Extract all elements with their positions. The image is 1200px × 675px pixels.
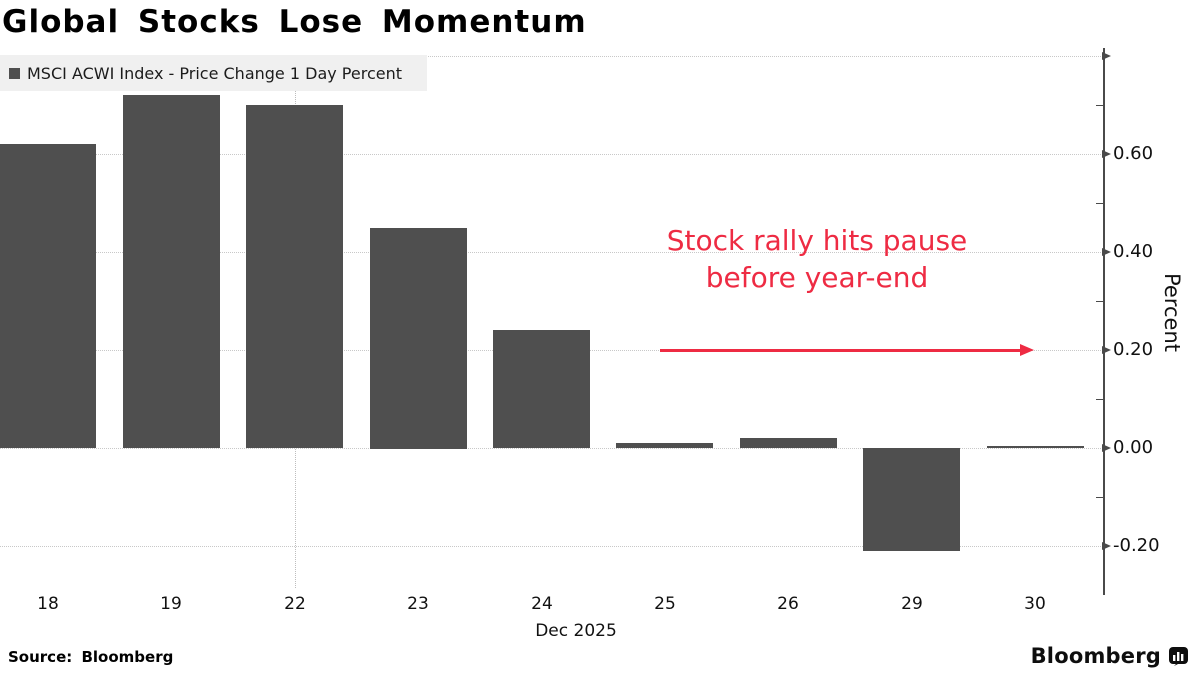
gridline: [0, 448, 1103, 449]
bar: [493, 330, 590, 448]
y-tick-label: 0.60: [1113, 143, 1154, 164]
annotation-line-1: Stock rally hits pause: [666, 224, 968, 257]
legend: MSCI ACWI Index - Price Change 1 Day Per…: [0, 55, 427, 91]
y-axis-minor-tick: [1096, 301, 1103, 302]
y-axis-minor-tick: [1096, 497, 1103, 498]
y-axis-major-tick: [1102, 150, 1111, 158]
gridline: [0, 56, 1103, 57]
x-tick-label: 26: [777, 594, 799, 614]
x-tick-label: 29: [901, 594, 923, 614]
y-tick-label: 0.20: [1113, 339, 1154, 360]
bar: [246, 105, 343, 448]
y-axis-major-tick: [1102, 52, 1111, 60]
y-axis-title: Percent: [1160, 273, 1184, 353]
bar: [987, 446, 1084, 448]
annotation-arrow-icon: [660, 344, 1034, 357]
source-credit: Source: Bloomberg: [8, 648, 174, 666]
y-axis-major-tick: [1102, 248, 1111, 256]
y-axis-minor-tick: [1096, 105, 1103, 106]
y-axis-minor-tick: [1096, 399, 1103, 400]
arrow-head: [1020, 344, 1034, 356]
y-tick-label: 0.40: [1113, 241, 1154, 262]
legend-swatch-icon: [9, 67, 20, 79]
x-axis-period-label: Dec 2025: [535, 621, 617, 641]
y-axis-major-tick: [1102, 542, 1111, 550]
x-tick-label: 18: [37, 594, 59, 614]
bar: [123, 95, 220, 448]
annotation-line-2: before year-end: [705, 261, 929, 294]
y-axis-minor-tick: [1096, 203, 1103, 204]
legend-label: MSCI ACWI Index - Price Change 1 Day Per…: [27, 63, 402, 83]
y-axis-line: [1103, 48, 1105, 595]
chart-title: Global Stocks Lose Momentum: [2, 4, 587, 40]
arrow-shaft: [660, 349, 1022, 352]
bloomberg-wordmark: Bloomberg: [1030, 644, 1161, 668]
x-tick-label: 19: [160, 594, 182, 614]
bar: [863, 448, 960, 551]
bar: [740, 438, 837, 448]
bloomberg-terminal-icon: [1169, 646, 1188, 666]
y-axis-major-tick: [1102, 444, 1111, 452]
bar: [0, 144, 96, 448]
gridline: [0, 154, 1103, 155]
bar: [616, 443, 713, 448]
x-tick-label: 24: [531, 594, 553, 614]
gridline: [0, 252, 1103, 253]
y-tick-label: 0.00: [1113, 437, 1154, 458]
y-axis-major-tick: [1102, 346, 1111, 354]
gridline: [0, 546, 1103, 547]
x-tick-label: 22: [284, 594, 306, 614]
y-tick-label: -0.20: [1113, 535, 1160, 556]
annotation-text: Stock rally hits pause before year-end: [638, 222, 996, 296]
bloomberg-logo: Bloomberg: [1031, 644, 1188, 668]
x-tick-label: 30: [1024, 594, 1046, 614]
bar: [370, 228, 467, 449]
x-tick-label: 25: [654, 594, 676, 614]
x-tick-label: 23: [407, 594, 429, 614]
